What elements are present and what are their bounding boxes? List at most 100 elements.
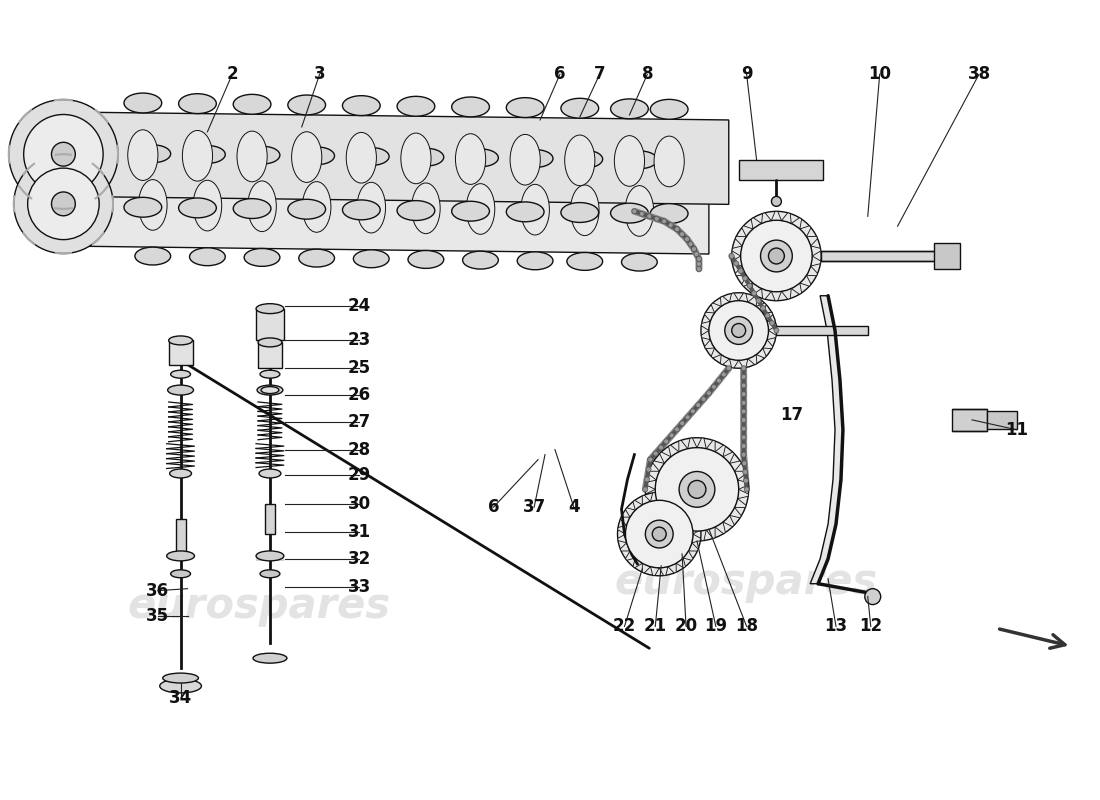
Circle shape <box>742 470 748 474</box>
Polygon shape <box>626 551 636 560</box>
Bar <box>739 160 823 179</box>
Polygon shape <box>720 296 729 306</box>
Circle shape <box>744 478 748 483</box>
Circle shape <box>725 317 752 344</box>
Polygon shape <box>762 340 773 349</box>
Ellipse shape <box>233 198 271 218</box>
Polygon shape <box>761 213 771 223</box>
Ellipse shape <box>256 551 284 561</box>
Polygon shape <box>706 527 715 538</box>
Ellipse shape <box>288 95 326 115</box>
Polygon shape <box>729 359 739 368</box>
Polygon shape <box>688 530 697 541</box>
Polygon shape <box>697 530 706 541</box>
Text: 30: 30 <box>348 495 371 514</box>
Circle shape <box>648 457 652 462</box>
Bar <box>256 554 284 561</box>
Polygon shape <box>688 438 697 449</box>
Circle shape <box>647 214 652 218</box>
Circle shape <box>865 589 881 605</box>
Text: 11: 11 <box>1005 421 1028 438</box>
Text: 34: 34 <box>169 689 192 707</box>
Polygon shape <box>659 493 668 502</box>
Polygon shape <box>652 507 664 518</box>
Ellipse shape <box>463 251 498 269</box>
Circle shape <box>764 313 770 318</box>
Polygon shape <box>68 112 728 204</box>
Text: 7: 7 <box>594 66 605 83</box>
Ellipse shape <box>654 136 684 186</box>
Circle shape <box>741 409 746 414</box>
Circle shape <box>741 400 746 406</box>
Polygon shape <box>748 296 757 306</box>
Circle shape <box>741 443 746 449</box>
Ellipse shape <box>292 132 322 182</box>
Ellipse shape <box>506 98 544 118</box>
Polygon shape <box>771 291 781 301</box>
Ellipse shape <box>244 146 279 164</box>
Polygon shape <box>729 293 739 302</box>
Ellipse shape <box>260 570 279 578</box>
Circle shape <box>688 242 693 246</box>
Polygon shape <box>704 340 715 349</box>
Circle shape <box>692 246 696 251</box>
Circle shape <box>656 448 739 531</box>
Polygon shape <box>676 558 685 568</box>
Circle shape <box>706 390 712 395</box>
Polygon shape <box>720 354 729 365</box>
Ellipse shape <box>517 252 553 270</box>
Circle shape <box>742 276 748 281</box>
Circle shape <box>669 433 674 438</box>
Circle shape <box>28 168 99 240</box>
Bar <box>934 243 960 269</box>
Text: 27: 27 <box>348 413 371 431</box>
Polygon shape <box>660 452 671 463</box>
Ellipse shape <box>625 186 653 236</box>
Ellipse shape <box>248 181 276 231</box>
Ellipse shape <box>135 247 170 265</box>
Polygon shape <box>618 526 627 534</box>
Circle shape <box>696 266 702 271</box>
Text: 21: 21 <box>644 618 667 635</box>
Polygon shape <box>800 226 811 237</box>
Text: 24: 24 <box>348 297 371 314</box>
Polygon shape <box>659 566 668 575</box>
Ellipse shape <box>183 130 212 181</box>
Circle shape <box>684 237 690 242</box>
Text: 35: 35 <box>146 607 169 626</box>
Polygon shape <box>646 480 657 490</box>
Text: 25: 25 <box>348 359 371 378</box>
Circle shape <box>744 487 749 492</box>
Ellipse shape <box>160 679 201 693</box>
Ellipse shape <box>124 198 162 217</box>
Circle shape <box>52 142 75 166</box>
Polygon shape <box>739 359 748 368</box>
Polygon shape <box>706 440 715 452</box>
Text: 33: 33 <box>348 578 371 596</box>
Circle shape <box>691 409 695 414</box>
Ellipse shape <box>452 97 490 117</box>
Polygon shape <box>632 558 642 568</box>
Ellipse shape <box>564 135 595 186</box>
Polygon shape <box>648 471 659 480</box>
Polygon shape <box>735 266 746 276</box>
Ellipse shape <box>189 146 226 163</box>
Circle shape <box>659 445 663 450</box>
Ellipse shape <box>258 469 280 478</box>
Ellipse shape <box>561 98 598 118</box>
Ellipse shape <box>128 130 158 181</box>
Circle shape <box>14 154 113 254</box>
Polygon shape <box>650 566 659 575</box>
Text: 22: 22 <box>613 618 636 635</box>
Ellipse shape <box>258 338 282 347</box>
Circle shape <box>639 211 645 216</box>
Circle shape <box>741 461 747 466</box>
Ellipse shape <box>506 202 544 222</box>
Polygon shape <box>762 312 773 322</box>
Ellipse shape <box>256 304 284 314</box>
Polygon shape <box>738 490 748 498</box>
Circle shape <box>679 471 715 507</box>
Polygon shape <box>676 500 685 510</box>
Circle shape <box>684 237 690 242</box>
Polygon shape <box>650 493 659 502</box>
